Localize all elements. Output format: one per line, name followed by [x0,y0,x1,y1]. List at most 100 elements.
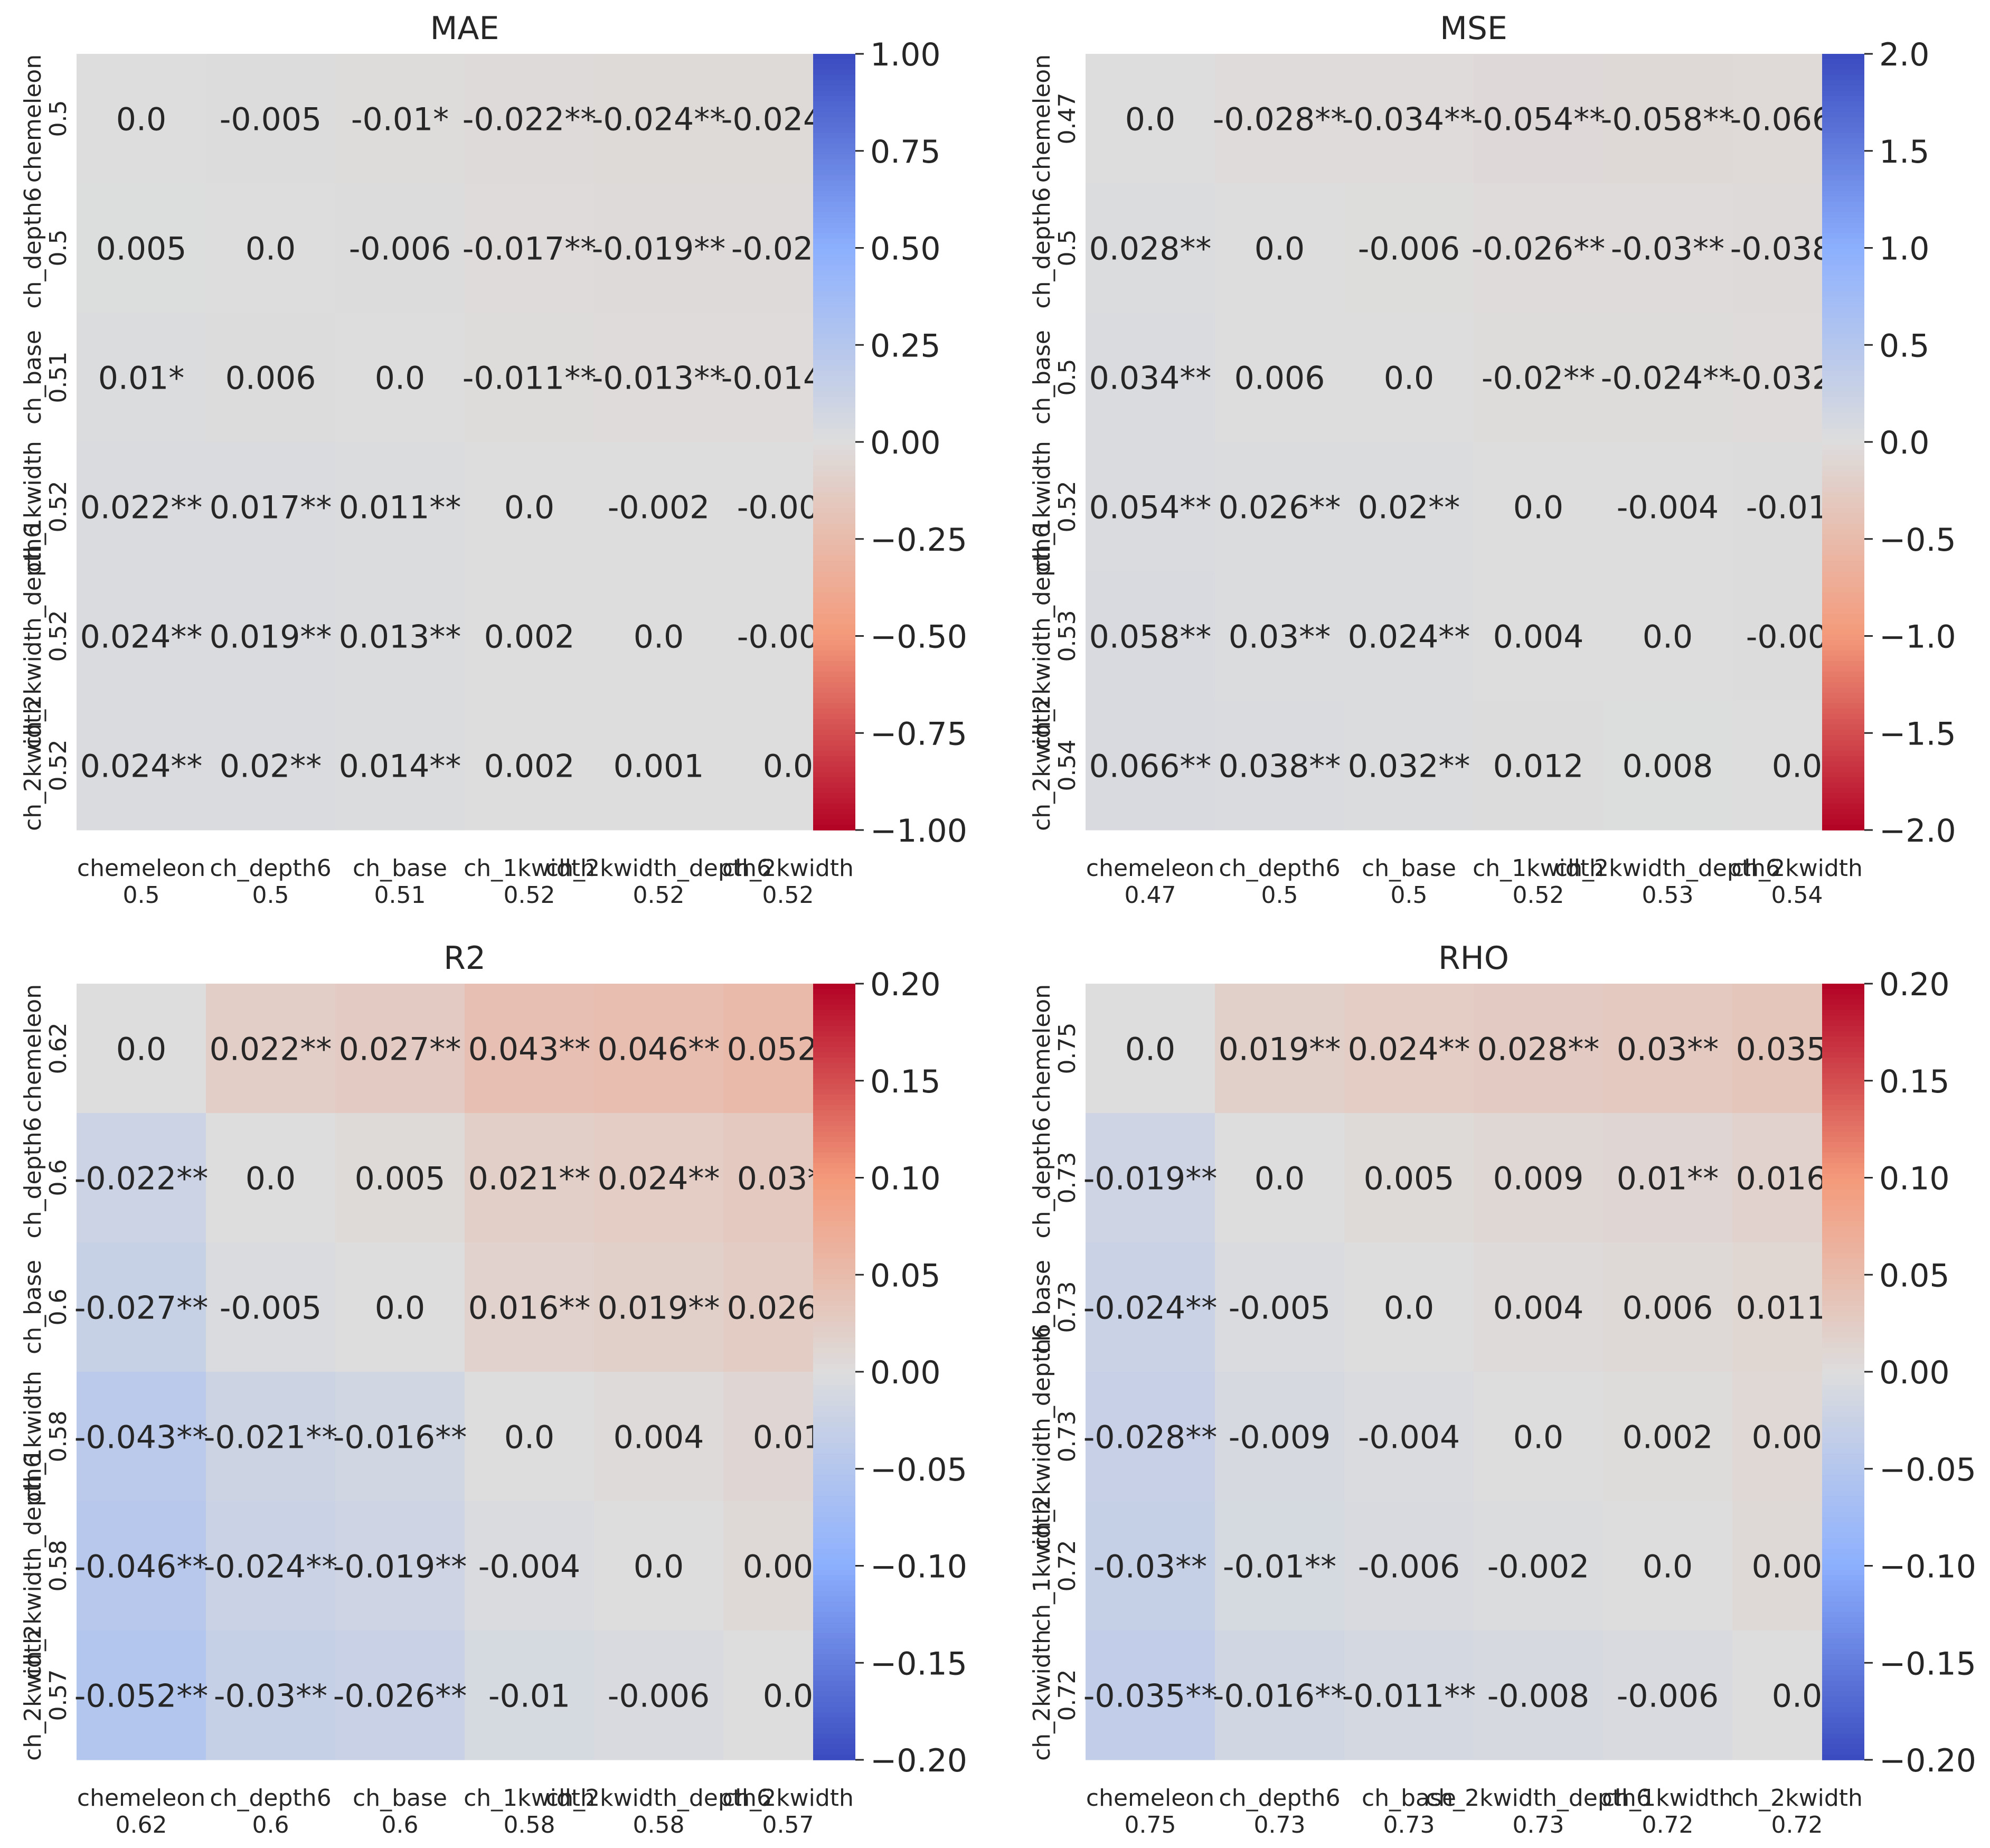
heatmap-cell [335,1501,465,1631]
x-tick-label: ch_base [1362,1785,1456,1812]
x-tick-label: ch_2kwidth_depth6 [1426,1785,1651,1812]
colorbar-tick-label: 0.05 [870,1257,941,1294]
colorbar-segment [1822,1132,1864,1137]
colorbar-segment [1822,1723,1864,1729]
cell-annotation: 0.004 [1493,1290,1584,1327]
colorbar-segment [813,772,855,778]
colorbar-segment [1822,1501,1864,1507]
colorbar-segment [1822,1195,1864,1201]
colorbar-segment [813,334,855,340]
colorbar-segment [813,492,855,498]
cell-annotation: -0.03** [1093,1549,1207,1586]
colorbar-segment [1822,1580,1864,1586]
colorbar-segment [813,244,855,250]
colorbar-segment [1822,149,1864,155]
colorbar-segment [813,1712,855,1718]
colorbar-segment [813,1475,855,1481]
cell-annotation: -0.028** [1083,1419,1217,1456]
colorbar-tick-label: −0.20 [1879,1742,1976,1779]
colorbar-segment [1822,693,1864,699]
colorbar-segment [813,719,855,725]
colorbar-segment [1822,355,1864,361]
heatmap-cell [1215,1372,1345,1502]
colorbar-segment [1822,460,1864,466]
colorbar-tick-label: 0.5 [1879,327,1929,364]
colorbar-segment [813,386,855,392]
colorbar-segment [813,730,855,736]
colorbar-segment [813,984,855,989]
colorbar-segment [813,1158,855,1164]
colorbar-segment [1822,751,1864,757]
cell-annotation: -0.035** [1083,1678,1217,1715]
y-tick-label: chemeleon [1029,984,1055,1112]
colorbar-segment [1822,212,1864,218]
cell-annotation: -0.016** [1213,1678,1346,1715]
colorbar-segment [813,740,855,746]
cell-annotation: 0.024** [1348,619,1470,656]
colorbar-segment [813,1744,855,1750]
colorbar-segment [1822,1575,1864,1581]
colorbar-segment [1822,191,1864,197]
colorbar-segment [813,1316,855,1322]
colorbar-segment [1822,397,1864,403]
colorbar-segment [813,54,855,60]
colorbar-tick-label: −0.10 [870,1549,967,1586]
colorbar-segment [813,545,855,551]
colorbar-segment [813,1052,855,1058]
cell-annotation: 0.0 [1384,360,1434,397]
cell-annotation: 0.005 [1364,1161,1455,1198]
x-tick-value: 0.51 [374,882,426,909]
cell-annotation: 0.0 [1125,101,1175,138]
heatmap-cell [1474,701,1604,831]
colorbar-segment [1822,497,1864,503]
colorbar-segment [813,1036,855,1042]
colorbar-segment [1822,1205,1864,1211]
colorbar-segment [813,1137,855,1143]
x-tick-value: 0.52 [762,882,814,909]
colorbar-segment [1822,1100,1864,1106]
colorbar-segment [1822,1543,1864,1549]
heatmap-cell [1474,1372,1604,1502]
heatmap-cell [1344,1501,1474,1631]
colorbar-segment [1822,1158,1864,1164]
colorbar-segment [1822,1554,1864,1560]
cell-annotation: -0.002 [1487,1549,1589,1586]
colorbar-segment [813,159,855,165]
cell-annotation: 0.0 [375,1290,425,1327]
chart-title: MAE [430,10,499,47]
colorbar-segment [813,218,855,223]
colorbar-segment [1822,1517,1864,1523]
colorbar-segment [813,133,855,139]
colorbar-segment [813,254,855,260]
colorbar-segment [813,756,855,762]
colorbar: 1.00 0.75 0.50 0.25 0.00 −0.25 −0.50 −0.75 −1.00 [813,36,967,850]
heatmap-cell [1474,984,1604,1114]
cell-annotation: 0.024** [598,1161,720,1198]
y-tick-label: ch_2kwidth [1029,700,1055,831]
heatmap-cell [77,313,206,442]
colorbar-segment [1822,1110,1864,1116]
colorbar-segment [1822,334,1864,340]
colorbar-segment [1822,1586,1864,1591]
cell-annotation: -0.02** [1482,360,1595,397]
colorbar-segment [1822,1058,1864,1063]
colorbar-segment [1822,540,1864,545]
colorbar-segment [1822,281,1864,287]
cell-annotation: 0.0 [1513,489,1563,526]
colorbar-segment [1822,746,1864,751]
colorbar-segment [813,1237,855,1243]
colorbar-segment [1822,455,1864,461]
y-tick-value: 0.5 [45,100,72,137]
cell-annotation: 0.0 [1255,231,1305,268]
colorbar-segment [813,1623,855,1628]
colorbar-segment [1822,344,1864,350]
heatmap-cell [335,1372,465,1502]
cell-annotation: -0.022** [463,101,596,138]
heatmap-cell [1603,984,1733,1114]
cell-annotation: 0.013** [339,619,461,656]
colorbar-segment [1822,508,1864,514]
colorbar-segment [1822,994,1864,1000]
colorbar-tick-label: 0.00 [870,1354,941,1391]
colorbar-tick-label: 1.0 [1879,231,1929,268]
colorbar-segment [813,1459,855,1465]
